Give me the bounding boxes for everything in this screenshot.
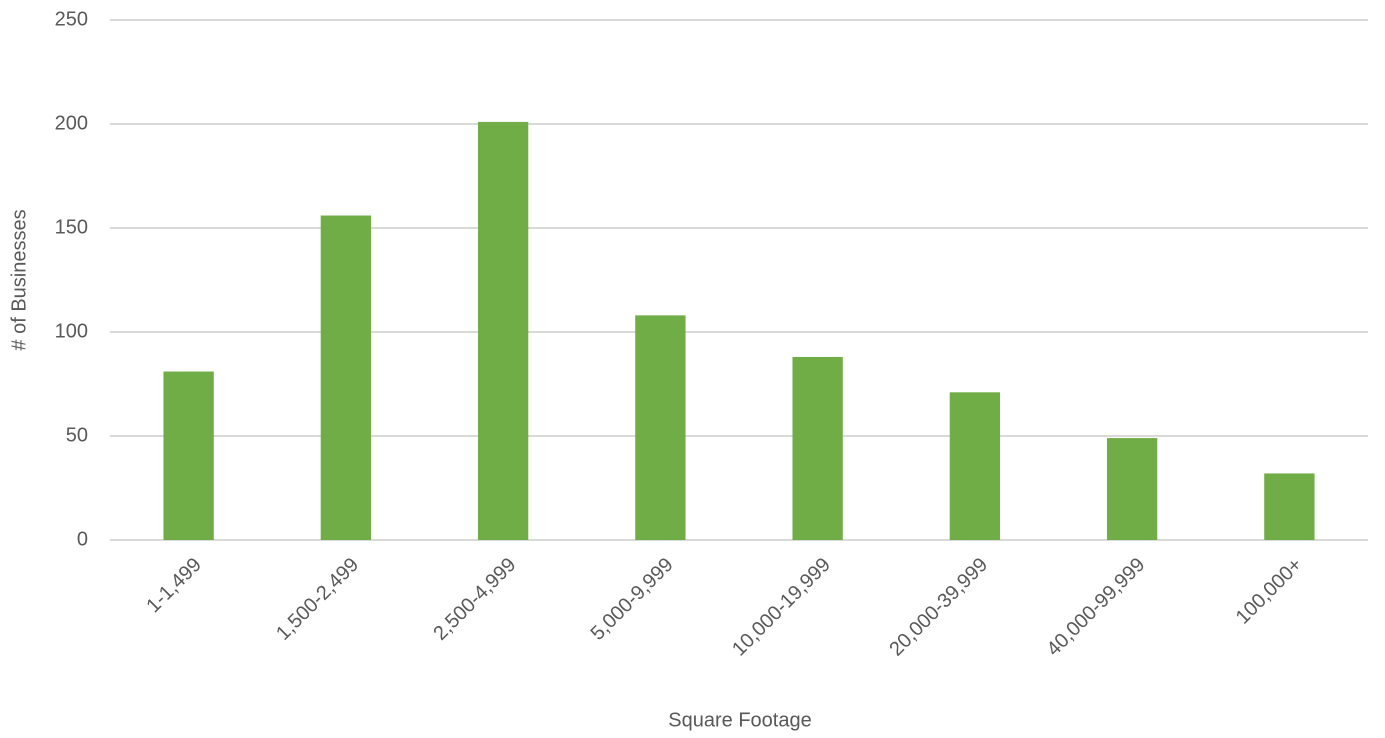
x-tick-label: 1-1,499	[142, 554, 206, 618]
y-tick-label: 100	[55, 320, 88, 342]
x-tick-label: 40,000-99,999	[1043, 554, 1150, 661]
y-tick-label: 50	[66, 424, 88, 446]
x-tick-label: 1,500-2,499	[272, 554, 363, 645]
x-axis-title: Square Footage	[668, 709, 811, 731]
bar	[1264, 473, 1315, 540]
y-tick-label: 150	[55, 216, 88, 238]
bar	[949, 392, 1001, 540]
x-tick-label: 2,500-4,999	[429, 554, 520, 645]
y-tick-label: 0	[77, 528, 88, 550]
y-tick-label: 200	[55, 112, 88, 134]
bar	[792, 356, 843, 540]
bar	[1106, 438, 1158, 540]
x-tick-label: 5,000-9,999	[587, 554, 678, 645]
bar	[635, 315, 686, 540]
bar	[477, 121, 529, 541]
bar	[320, 215, 372, 540]
x-tick-label: 10,000-19,999	[728, 554, 835, 661]
y-axis-title: # of Businesses	[8, 209, 30, 350]
x-tick-label: 20,000-39,999	[885, 554, 992, 661]
bar	[163, 371, 214, 540]
y-tick-label: 250	[55, 8, 88, 30]
x-tick-label: 100,000+	[1232, 554, 1307, 629]
